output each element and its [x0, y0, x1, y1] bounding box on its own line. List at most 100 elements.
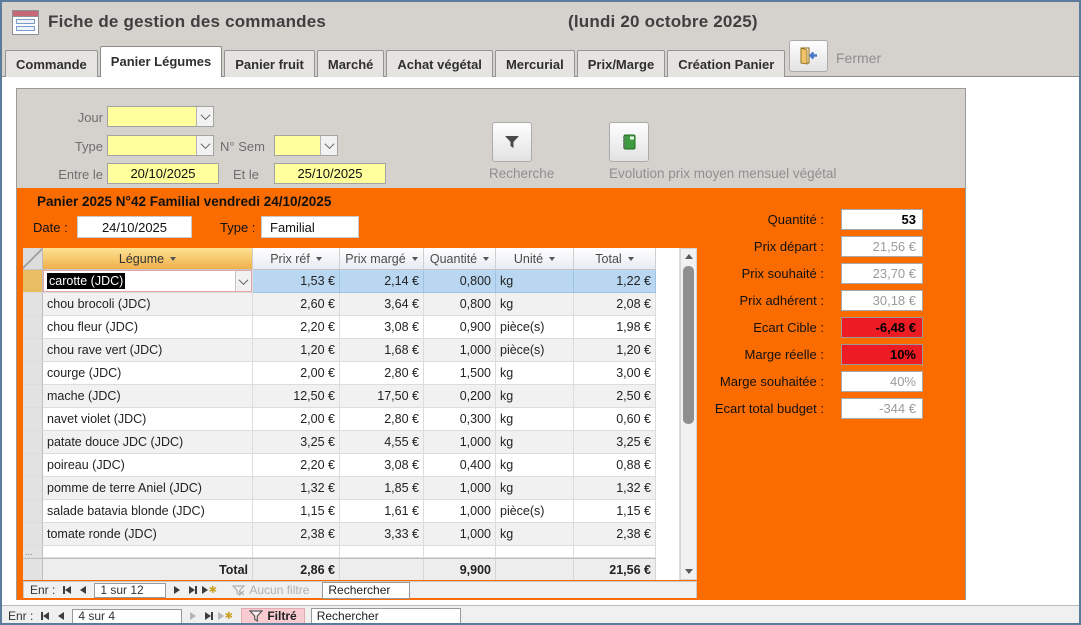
next-record-button[interactable] [169, 583, 185, 597]
table-row[interactable]: salade batavia blonde (JDC) 1,15 €1,61 €1… [23, 500, 656, 523]
prix-ref-cell[interactable]: 2,60 € [253, 293, 340, 316]
new-record-marker[interactable]: ... [23, 546, 43, 558]
prix-ref-cell[interactable]: 2,20 € [253, 316, 340, 339]
unite-cell[interactable]: pièce(s) [496, 500, 574, 523]
quantite-cell[interactable]: 0,800 [424, 293, 496, 316]
tab-mercurial[interactable]: Mercurial [494, 50, 575, 77]
prix-marge-cell[interactable]: 4,55 € [340, 431, 424, 454]
prix-ref-cell[interactable]: 1,15 € [253, 500, 340, 523]
unite-cell[interactable]: kg [496, 454, 574, 477]
evolution-button[interactable] [609, 122, 649, 162]
legume-cell[interactable]: mache (JDC) [43, 385, 253, 408]
new-record-button[interactable]: ✱ [217, 609, 233, 623]
row-selector[interactable] [23, 385, 43, 408]
quantite-cell[interactable]: 1,000 [424, 500, 496, 523]
row-selector[interactable] [23, 454, 43, 477]
quantite-cell[interactable]: 0,400 [424, 454, 496, 477]
prix-marge-cell[interactable]: 2,80 € [340, 408, 424, 431]
prix-ref-cell[interactable]: 2,00 € [253, 362, 340, 385]
previous-record-button[interactable] [53, 609, 69, 623]
total-cell[interactable]: 0,60 € [574, 408, 656, 431]
chevron-down-icon[interactable] [196, 107, 213, 126]
prix-marge-cell[interactable]: 17,50 € [340, 385, 424, 408]
prix-ref-cell[interactable]: 2,20 € [253, 454, 340, 477]
legume-cell[interactable]: courge (JDC) [43, 362, 253, 385]
table-vertical-scrollbar[interactable] [680, 248, 697, 580]
prix-ref-cell[interactable]: 2,38 € [253, 523, 340, 546]
total-cell[interactable]: 3,25 € [574, 431, 656, 454]
prix-marge-cell[interactable]: 1,85 € [340, 477, 424, 500]
row-selector[interactable] [23, 408, 43, 431]
table-corner-cell[interactable] [23, 248, 43, 270]
legume-cell[interactable]: chou rave vert (JDC) [43, 339, 253, 362]
prix-ref-cell[interactable]: 1,53 € [253, 270, 340, 293]
row-selector[interactable] [23, 316, 43, 339]
first-record-button[interactable] [59, 583, 75, 597]
tab-commande[interactable]: Commande [5, 50, 98, 77]
recherche-button[interactable] [492, 122, 532, 162]
row-selector[interactable] [23, 523, 43, 546]
table-row[interactable]: poireau (JDC) 2,20 €3,08 €0,400 kg 0,88 € [23, 454, 656, 477]
tab-achat-v-g-tal[interactable]: Achat végétal [386, 50, 493, 77]
tab-cr-ation-panier[interactable]: Création Panier [667, 50, 786, 77]
prix-marge-cell[interactable]: 2,14 € [340, 270, 424, 293]
unite-cell[interactable]: kg [496, 362, 574, 385]
legume-cell[interactable]: salade batavia blonde (JDC) [43, 500, 253, 523]
total-cell[interactable]: 2,38 € [574, 523, 656, 546]
unite-cell[interactable]: pièce(s) [496, 316, 574, 339]
quantite-cell[interactable]: 0,800 [424, 270, 496, 293]
close-button[interactable] [789, 40, 828, 72]
type-field[interactable]: Familial [261, 216, 359, 238]
date-field[interactable]: 24/10/2025 [77, 216, 192, 238]
date-from-field[interactable]: 20/10/2025 [107, 163, 219, 184]
chevron-down-icon[interactable] [320, 136, 337, 155]
table-row[interactable]: patate douce JDC (JDC) 3,25 €4,55 €1,000 k… [23, 431, 656, 454]
total-cell[interactable]: 1,22 € [574, 270, 656, 293]
row-selector[interactable] [23, 270, 43, 293]
prix-marge-cell[interactable]: 1,68 € [340, 339, 424, 362]
row-selector[interactable] [23, 477, 43, 500]
table-row[interactable]: chou brocoli (JDC) 2,60 €3,64 €0,800 kg 2,0… [23, 293, 656, 316]
unite-cell[interactable]: kg [496, 431, 574, 454]
prix-marge-cell[interactable]: 3,64 € [340, 293, 424, 316]
tab-prix-marge[interactable]: Prix/Marge [576, 50, 666, 77]
column-header-unite[interactable]: Unité [496, 248, 574, 270]
unite-cell[interactable]: kg [496, 270, 574, 293]
prix-marge-cell[interactable]: 3,33 € [340, 523, 424, 546]
chevron-down-icon[interactable] [235, 271, 251, 291]
total-cell[interactable]: 1,32 € [574, 477, 656, 500]
legume-combobox[interactable]: carotte (JDC) [43, 270, 252, 292]
last-record-button[interactable] [201, 609, 217, 623]
quantite-cell[interactable]: 0,300 [424, 408, 496, 431]
unite-cell[interactable]: kg [496, 293, 574, 316]
last-record-button[interactable] [185, 583, 201, 597]
column-header-total[interactable]: Total [574, 248, 656, 270]
quantite-cell[interactable]: 1,500 [424, 362, 496, 385]
legume-cell-editing[interactable]: carotte (JDC) [43, 270, 253, 293]
previous-record-button[interactable] [75, 583, 91, 597]
prix-ref-cell[interactable]: 3,25 € [253, 431, 340, 454]
quantite-cell[interactable]: 0,900 [424, 316, 496, 339]
prix-ref-cell[interactable]: 1,20 € [253, 339, 340, 362]
column-header-quantite[interactable]: Quantité [424, 248, 496, 270]
total-cell[interactable]: 2,50 € [574, 385, 656, 408]
tab-panier-fruit[interactable]: Panier fruit [224, 50, 315, 77]
next-record-button[interactable] [185, 609, 201, 623]
tab-march-[interactable]: Marché [316, 50, 385, 77]
legume-cell[interactable]: patate douce JDC (JDC) [43, 431, 253, 454]
total-cell[interactable]: 3,00 € [574, 362, 656, 385]
type-combobox[interactable] [107, 135, 214, 156]
prix-marge-cell[interactable]: 3,08 € [340, 454, 424, 477]
table-row[interactable]: tomate ronde (JDC) 2,38 €3,33 €1,000 kg 2,3… [23, 523, 656, 546]
quantite-cell[interactable]: 1,000 [424, 523, 496, 546]
column-header-prix-marge[interactable]: Prix margé [340, 248, 424, 270]
quantite-cell[interactable]: 0,200 [424, 385, 496, 408]
table-row[interactable]: carotte (JDC) 1,53 €2,14 €0,800 kg 1,22 € [23, 270, 656, 293]
prix-ref-cell[interactable]: 2,00 € [253, 408, 340, 431]
jour-combobox[interactable] [107, 106, 214, 127]
quantite-cell[interactable]: 1,000 [424, 477, 496, 500]
prix-marge-cell[interactable]: 3,08 € [340, 316, 424, 339]
total-cell[interactable]: 0,88 € [574, 454, 656, 477]
total-cell[interactable]: 1,15 € [574, 500, 656, 523]
table-row[interactable]: chou fleur (JDC) 2,20 €3,08 €0,900 pièce(s… [23, 316, 656, 339]
